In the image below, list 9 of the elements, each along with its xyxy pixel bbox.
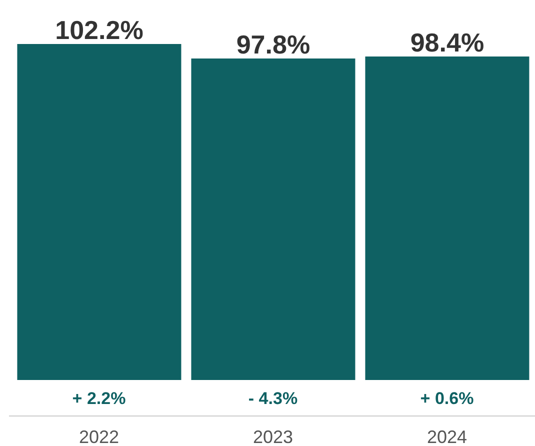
x-tick-label: 2024 (426, 427, 468, 446)
text: + 0.6% (420, 389, 474, 408)
text: + 2.2% (72, 389, 126, 408)
data-label: 97.8% (236, 29, 310, 60)
data-label: 102.2% (55, 15, 144, 45)
x-tick-label: 2022 (78, 427, 120, 446)
text: - 4.3% (248, 389, 298, 408)
x-tick-label: 2023 (252, 427, 294, 446)
data-label: 98.4% (410, 27, 484, 58)
